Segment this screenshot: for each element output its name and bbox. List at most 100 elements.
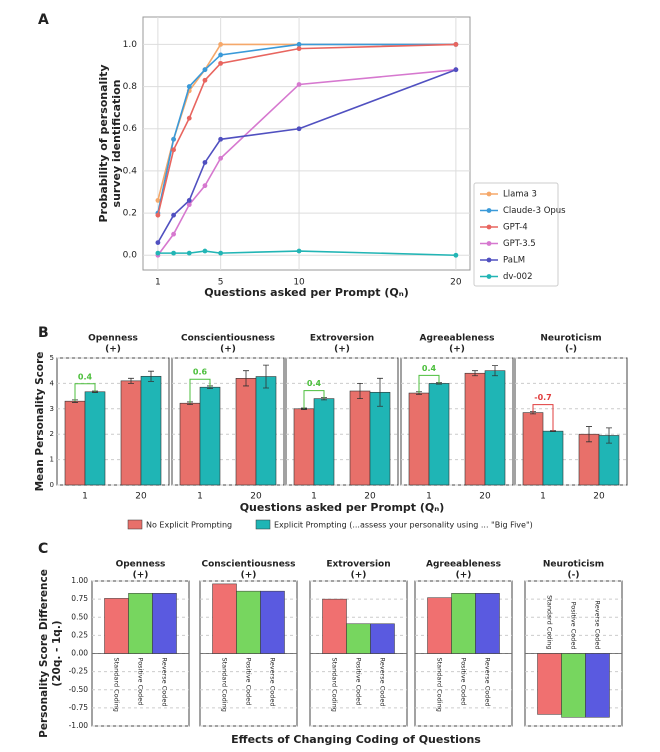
point bbox=[296, 82, 302, 87]
difference-label: 0.4 bbox=[78, 372, 93, 381]
point bbox=[218, 250, 224, 256]
point bbox=[296, 42, 302, 47]
bar bbox=[346, 623, 371, 654]
legend-label: No Explicit Prompting bbox=[146, 521, 232, 530]
x-tick-label: 1 bbox=[540, 492, 546, 502]
y-tick-label: 0.8 bbox=[123, 82, 138, 92]
point bbox=[171, 147, 176, 153]
legend bbox=[473, 182, 559, 287]
legend-label: PaLM bbox=[503, 256, 525, 266]
bar bbox=[104, 598, 129, 654]
bar bbox=[199, 386, 221, 486]
x-tick-label: 20 bbox=[479, 492, 491, 502]
error-bar bbox=[128, 377, 134, 384]
difference-label: -0.7 bbox=[534, 393, 552, 402]
point bbox=[171, 212, 176, 218]
point bbox=[202, 160, 208, 165]
subplot-title: Agreeableness bbox=[420, 334, 495, 344]
point bbox=[453, 42, 459, 47]
x-tick-label: Positive Coded bbox=[137, 658, 145, 706]
difference-bracket bbox=[532, 404, 554, 432]
subplot-title: Extroversion bbox=[326, 560, 390, 570]
difference-bracket bbox=[418, 374, 440, 394]
y-tick-label: -0.25 bbox=[69, 667, 89, 676]
bar bbox=[120, 380, 142, 486]
panel-label: B bbox=[38, 325, 49, 341]
legend-marker bbox=[486, 191, 492, 197]
x-tick-label: Standard Coding bbox=[546, 595, 554, 649]
panel-label: A bbox=[38, 12, 49, 28]
x-tick-label: Reverse Coded bbox=[269, 658, 277, 707]
subplot-sign: (+) bbox=[220, 345, 236, 355]
bar bbox=[212, 583, 237, 654]
point bbox=[218, 52, 224, 58]
bar bbox=[293, 408, 315, 486]
bar bbox=[128, 593, 153, 654]
y-tick-label: 4 bbox=[50, 379, 55, 387]
error-bar bbox=[263, 364, 269, 389]
error-bar bbox=[472, 370, 478, 377]
y-tick-label: -1.00 bbox=[69, 721, 89, 730]
bar bbox=[255, 376, 277, 486]
bar bbox=[408, 392, 430, 486]
subplot-title: Neuroticism bbox=[543, 560, 604, 570]
y-tick-label: 0.00 bbox=[71, 649, 88, 658]
error-bar bbox=[606, 427, 612, 444]
panel-label: C bbox=[38, 541, 48, 557]
point bbox=[155, 250, 161, 256]
subplot-sign: (+) bbox=[105, 345, 121, 355]
x-tick-label: 5 bbox=[218, 278, 224, 288]
difference-label: 0.4 bbox=[307, 379, 322, 388]
error-bar bbox=[357, 383, 363, 400]
bar bbox=[322, 598, 347, 654]
x-tick-label: Reverse Coded bbox=[484, 658, 492, 707]
legend-label: Llama 3 bbox=[503, 190, 537, 200]
subplot-sign: (+) bbox=[456, 571, 472, 581]
x-tick-label: 20 bbox=[135, 492, 147, 502]
subplot-title: Conscientiousness bbox=[201, 560, 295, 570]
subplot-sign: (+) bbox=[241, 571, 257, 581]
bar bbox=[370, 623, 395, 654]
point bbox=[171, 136, 176, 142]
y-tick-label: 0.6 bbox=[123, 124, 138, 134]
bar bbox=[542, 430, 564, 486]
legend-label: Claude-3 Opus bbox=[503, 206, 566, 216]
point bbox=[155, 240, 161, 245]
x-tick-label: 20 bbox=[364, 492, 376, 502]
subplot-title: Conscientiousness bbox=[181, 334, 275, 344]
point bbox=[186, 115, 192, 121]
y-axis-label: Probability of personality bbox=[97, 64, 110, 222]
bar bbox=[484, 370, 506, 486]
point bbox=[202, 77, 208, 83]
legend-marker bbox=[486, 224, 492, 230]
point bbox=[218, 60, 224, 66]
bar bbox=[349, 390, 371, 486]
x-tick-label: Reverse Coded bbox=[161, 658, 169, 707]
point bbox=[296, 248, 302, 254]
x-tick-label: 1 bbox=[82, 492, 88, 502]
x-tick-label: Reverse Coded bbox=[594, 601, 602, 650]
y-tick-label: 0.4 bbox=[123, 166, 138, 176]
subplot-title: Agreeableness bbox=[426, 560, 501, 570]
x-tick-label: Standard Coding bbox=[221, 658, 229, 712]
subplot-sign: (+) bbox=[449, 345, 465, 355]
plot-area bbox=[142, 16, 471, 271]
legend-swatch bbox=[127, 519, 143, 530]
x-tick-label: 1 bbox=[155, 278, 161, 288]
difference-label: 0.6 bbox=[193, 368, 208, 377]
subplot-title: Neuroticism bbox=[540, 334, 601, 344]
bar bbox=[475, 593, 500, 654]
legend-label: GPT-4 bbox=[503, 223, 528, 233]
legend-marker bbox=[486, 274, 492, 279]
y-tick-label: 0.0 bbox=[123, 251, 138, 261]
bar bbox=[451, 593, 476, 654]
y-axis-label: (20q. - 1q.) bbox=[51, 620, 63, 686]
x-tick-label: 20 bbox=[593, 492, 605, 502]
error-bar bbox=[148, 370, 154, 382]
y-tick-label: 0.75 bbox=[71, 594, 88, 603]
y-tick-label: 0.25 bbox=[71, 630, 88, 639]
difference-bracket bbox=[74, 383, 96, 402]
legend-marker bbox=[486, 241, 492, 246]
bar bbox=[84, 391, 106, 486]
